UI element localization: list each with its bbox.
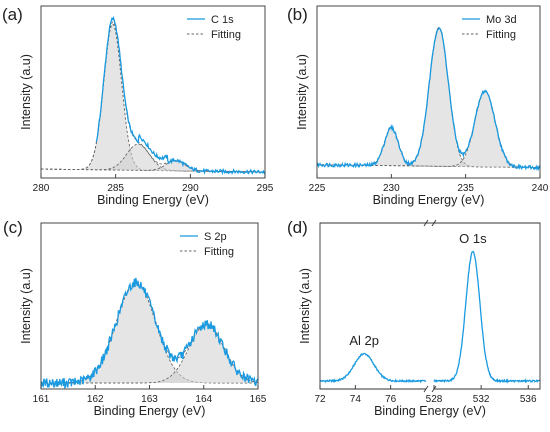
x-tick-label: 536 <box>520 394 537 405</box>
panel-label: (a) <box>2 5 23 24</box>
data-series <box>316 26 541 172</box>
legend-label-fit: Fitting <box>204 246 234 258</box>
data-series <box>40 277 259 390</box>
x-tick-label: 285 <box>107 183 124 194</box>
legend-label-fit: Fitting <box>211 29 241 41</box>
x-axis-title: Binding Energy (eV) <box>97 193 209 207</box>
fit-peak-area <box>41 24 265 173</box>
y-axis-title: Intensity (a.u) <box>19 54 33 130</box>
fit-envelope <box>41 21 265 173</box>
panel-a: (a) Intensity (a.u) Binding Energy (eV) 280… <box>2 5 274 207</box>
panel-c: (c) Intensity (a.u) 161 162 163 164 165 S 2p Fit… <box>3 218 267 405</box>
peak-annotation: O 1s <box>459 231 487 246</box>
panel-label: (c) <box>3 218 23 237</box>
x-tick-label: 163 <box>141 394 158 405</box>
data-series <box>319 352 427 384</box>
x-axis-title: Binding Energy (eV) <box>374 404 486 418</box>
x-tick-label: 280 <box>33 183 50 194</box>
fit-peak-curve <box>41 23 265 173</box>
legend-label-data: C 1s <box>211 14 234 26</box>
x-tick-label: 240 <box>532 183 549 194</box>
x-tick-label: 528 <box>426 394 443 405</box>
fit-peak-area <box>317 91 540 168</box>
plot-frame <box>319 222 541 390</box>
panel-label: (b) <box>287 5 308 24</box>
x-axis-title: Binding Energy (eV) <box>373 193 485 207</box>
x-tick-label: 532 <box>473 394 490 405</box>
x-tick-label: 74 <box>350 394 362 405</box>
x-axis-title: Binding Energy (eV) <box>94 404 206 418</box>
y-axis-title: Intensity (a.u) <box>298 268 312 344</box>
fit-peak-area <box>41 324 258 383</box>
legend-label-fit: Fitting <box>486 29 516 41</box>
axis-break-mark <box>431 219 437 227</box>
x-tick-label: 225 <box>309 183 326 194</box>
fit-peak-area <box>317 27 540 168</box>
x-tick-label: 290 <box>182 183 199 194</box>
x-tick-label: 295 <box>257 183 274 194</box>
legend-label-data: S 2p <box>204 231 227 243</box>
axis-break-mark <box>423 219 429 227</box>
panel-d: (d) Intensity (a.u) Binding Energy (eV) 72 7… <box>287 218 541 418</box>
peak-annotation: Al 2p <box>349 333 379 348</box>
y-axis-title: Intensity (a.u) <box>19 268 33 344</box>
x-tick-label: 76 <box>385 394 397 405</box>
y-axis-title: Intensity (a.u) <box>295 54 309 130</box>
data-series <box>95 15 266 176</box>
fit-peak-area <box>41 282 258 383</box>
x-tick-label: 161 <box>33 394 50 405</box>
panel-b: (b) Intensity (a.u) Binding Energy (eV) 225… <box>287 5 549 207</box>
plot-frame <box>316 5 541 179</box>
panel-label: (d) <box>287 218 308 237</box>
fit-peak-area <box>41 144 265 172</box>
x-tick-label: 164 <box>195 394 212 405</box>
x-tick-label: 165 <box>250 394 267 405</box>
data-series <box>433 250 541 384</box>
axis-break-mark <box>423 385 429 393</box>
axis-break-mark <box>431 385 437 393</box>
x-tick-label: 230 <box>383 183 400 194</box>
plot-frame <box>40 5 266 179</box>
legend-label-data: Mo 3d <box>486 14 517 26</box>
x-tick-label: 235 <box>457 183 474 194</box>
x-tick-label: 72 <box>314 394 326 405</box>
x-tick-label: 162 <box>87 394 104 405</box>
